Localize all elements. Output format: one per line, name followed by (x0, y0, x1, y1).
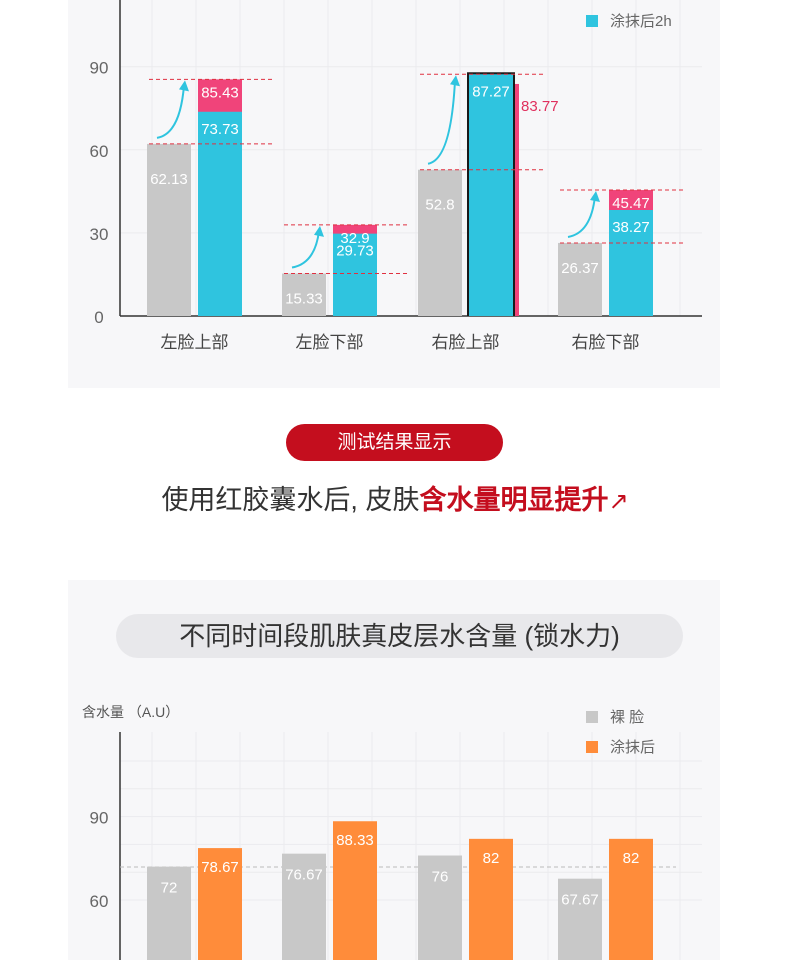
legend-swatch (586, 15, 598, 27)
legend-item-top-blue: 涂抹后2h (586, 10, 672, 31)
bar-label: 67.67 (561, 892, 599, 909)
legend-swatch (586, 711, 598, 723)
legend-item-bare: 裸 脸 (586, 706, 644, 727)
y-tick-label: 60 (90, 892, 109, 911)
bar-label: 72 (161, 880, 178, 897)
chart-2-title: 不同时间段肌肤真皮层水含量 (锁水力) (116, 614, 683, 658)
legend-label: 裸 脸 (610, 709, 644, 726)
bar-label: 82 (623, 850, 640, 867)
bar-label: 76 (432, 869, 449, 886)
bar-label: 78.67 (201, 859, 239, 876)
bar-label: 76.67 (285, 867, 323, 884)
y-tick-label: 90 (90, 809, 109, 828)
headline-highlight: 含水量明显提升 (419, 485, 608, 515)
chart-2-ylabel: 含水量 （A.U） (82, 702, 179, 722)
headline-plain: 使用红胶囊水后, 皮肤 (161, 485, 419, 515)
legend-item-after: 涂抹后 (586, 736, 655, 757)
result-pill: 测试结果显示 (286, 424, 503, 461)
legend-swatch (586, 741, 598, 753)
legend-label: 涂抹后2h (610, 13, 672, 30)
bar-label: 88.33 (336, 832, 374, 849)
trend-arrow-icon: ↗ (608, 488, 628, 515)
bar-label: 82 (483, 850, 500, 867)
legend-label: 涂抹后 (610, 739, 655, 756)
result-headline: 使用红胶囊水后, 皮肤含水量明显提升↗ (0, 478, 790, 517)
